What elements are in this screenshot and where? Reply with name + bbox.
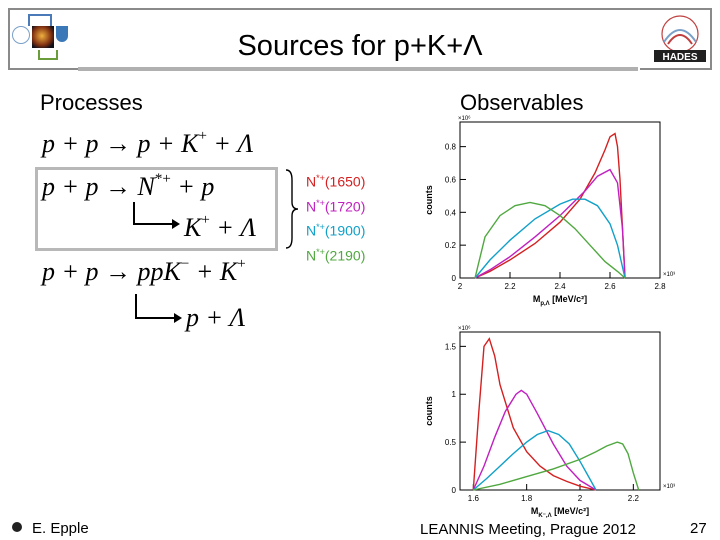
series-line-3 (474, 201, 626, 279)
y-tick-label: 0.6 (445, 175, 457, 184)
eq2-lhs: p + p (42, 172, 99, 201)
equation-resonance-production: p + p → N*+ + p (42, 171, 214, 202)
crest-logo (56, 26, 68, 42)
plot-frame (459, 331, 661, 491)
x-tick-label: 2.4 (554, 282, 566, 291)
title-underline (78, 67, 638, 71)
y-tick-label: 0 (452, 274, 457, 283)
header-frame-top (8, 8, 712, 10)
y-axis-label: counts (424, 396, 434, 426)
resonance-item: N*+(1900) (306, 222, 366, 239)
universe-cluster-logo (32, 26, 54, 48)
eq1-rhs: p + K (137, 129, 199, 158)
x-tick-label: 1.8 (521, 494, 533, 503)
y-tick-label: 0 (452, 486, 457, 495)
equation-kaonic-cluster: p + p → ppK− + K+ (42, 256, 246, 287)
eq3-rhs: ppK (137, 257, 181, 286)
decay-arrow-icon (133, 202, 180, 229)
x-tick-label: 2 (458, 282, 463, 291)
arrow-icon: → (105, 172, 132, 201)
eq2-decay-tail: + Λ (209, 213, 257, 242)
tum-secondary-logo (38, 50, 58, 60)
y-tick-label: 0.4 (445, 208, 457, 217)
y-axis-label: counts (424, 185, 434, 215)
page-number: 27 (690, 520, 707, 537)
y-tick-label: 0.2 (445, 241, 457, 250)
series-line-2 (472, 429, 597, 491)
footer-author: E. Epple (32, 520, 89, 537)
eq1-sup: + (198, 128, 207, 144)
y-tick-label: 1.5 (445, 342, 457, 351)
series-line-1 (474, 168, 626, 279)
brace-icon (285, 169, 299, 249)
header-frame-right (710, 8, 712, 68)
resonance-item: N*+(2190) (306, 246, 366, 264)
eq2-decay-sup: + (201, 212, 210, 228)
decay-arrow-icon (135, 294, 182, 323)
eq1-tail: + Λ (206, 129, 254, 158)
x-tick-label: 2.6 (604, 282, 616, 291)
y-multiplier: ×10⁶ (458, 115, 471, 122)
y-tick-label: 1 (452, 390, 457, 399)
x-axis-label: Mp,Λ [MeV/c²] (533, 294, 587, 307)
eq3-lhs: p + p (42, 257, 99, 286)
eq3-tail: + K (189, 257, 238, 286)
arrow-icon: → (105, 129, 132, 158)
eq2-decay-k: K (184, 213, 202, 242)
plot-frame (459, 121, 661, 279)
x-tick-label: 2.8 (654, 282, 666, 291)
eq2-sup: *+ (154, 171, 171, 187)
x-tick-label: 1.6 (468, 494, 480, 503)
header-frame-bottom-left (8, 68, 78, 70)
y-tick-label: 0.8 (445, 143, 457, 152)
header-frame-bottom-right (640, 68, 712, 70)
equation-resonance-decay: K+ + Λ (184, 212, 256, 243)
series-line-0 (472, 337, 597, 491)
y-multiplier: ×10⁶ (458, 325, 471, 332)
equation-direct-production: p + p → p + K+ + Λ (42, 128, 253, 159)
eq2-rhs: N (137, 172, 155, 201)
x-axis-label: MK⁻,Λ [MeV/c²] (531, 506, 589, 519)
x-tick-label: 2.2 (628, 494, 640, 503)
series-line-3 (473, 441, 640, 491)
eq2-tail: + p (170, 172, 215, 201)
eq1-lhs: p + p (42, 129, 99, 158)
resonance-channel-box (35, 167, 278, 251)
x-multiplier: ×10³ (663, 272, 675, 278)
series-line-0 (474, 132, 626, 279)
processes-heading: Processes (40, 90, 143, 115)
slide-title: Sources for p+K+Λ (237, 30, 483, 62)
eq3-sup2: + (237, 256, 246, 272)
institute-seal-logo (12, 26, 30, 44)
x-tick-label: 2.2 (504, 282, 516, 291)
observables-heading: Observables (460, 90, 584, 115)
footer-bullet-icon (12, 522, 22, 532)
x-tick-label: 2 (578, 494, 583, 503)
arrow-icon: → (105, 257, 132, 286)
y-tick-label: 0.5 (445, 438, 457, 447)
invariant-mass-p-lambda-plot: 0 0.2 0.4 0.6 0.8 2 2.2 2.4 2.6 2.8 ×10⁶ ×10³ counts… (424, 115, 675, 307)
resonance-item: N*+(1720) (306, 197, 366, 215)
header-frame-left (8, 8, 10, 68)
eq3-sup: − (180, 256, 190, 272)
series-line-2 (474, 198, 626, 279)
equation-cluster-decay: p + Λ (186, 303, 246, 332)
resonance-list: N*+(1650) N*+(1720) N*+(1900) N*+(2190) (306, 168, 365, 267)
hades-logo: HADES (654, 15, 706, 63)
svg-text:HADES: HADES (662, 52, 697, 63)
x-multiplier: ×10³ (663, 484, 675, 490)
resonance-item: N*+(1650) (306, 173, 366, 190)
tum-logo (28, 14, 52, 26)
invariant-mass-kminus-lambda-plot: 0 0.5 1 1.5 1.6 1.8 2 2.2 ×10⁶ ×10³ counts MK⁻,Λ [M… (424, 325, 675, 519)
footer-event: LEANNIS Meeting, Prague 2012 (420, 521, 636, 538)
series-line-1 (472, 389, 597, 491)
